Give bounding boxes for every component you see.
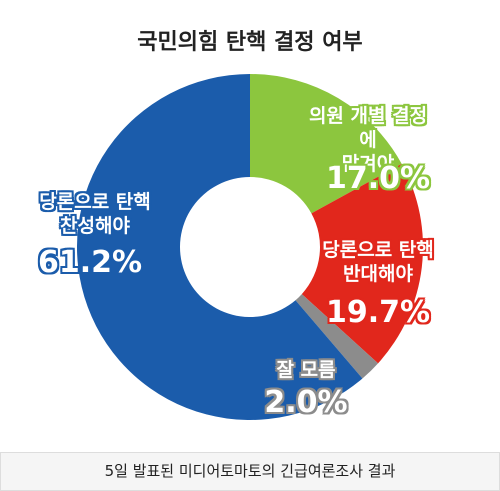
caption: 5일 발표된 미디어토마토의 긴급여론조사 결과 xyxy=(0,452,500,491)
donut-segment xyxy=(295,294,379,379)
donut-segment xyxy=(301,163,424,364)
donut-segment xyxy=(250,74,402,214)
donut-segment xyxy=(77,74,363,420)
value-label: 19.7% xyxy=(325,295,431,330)
donut-plot xyxy=(77,74,424,420)
value-label: 61.2% xyxy=(37,245,143,280)
value-label: 2.0% xyxy=(264,385,348,420)
chart-title: 국민의힘 탄핵 결정 여부 xyxy=(137,30,363,55)
category-label: 잘 모름 xyxy=(276,359,336,381)
value-label: 17.0% xyxy=(325,161,431,196)
category-label: 의원 개별 결정에 맡겨야 xyxy=(308,105,428,175)
category-label: 당론으로 탄핵 반대해야 xyxy=(322,239,434,285)
category-label: 당론으로 탄핵 찬성해야 xyxy=(39,191,151,237)
